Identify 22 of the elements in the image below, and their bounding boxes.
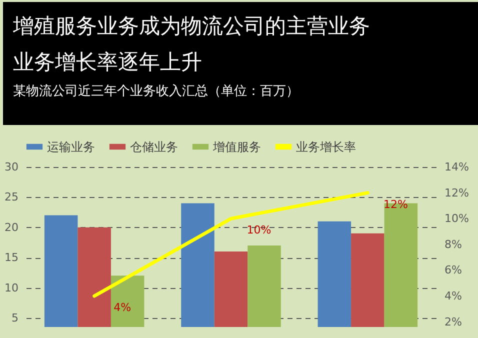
y-tick-label: 20 [4,220,18,234]
legend-label: 运输业务 [47,140,95,154]
y2-tick-label: 10% [444,212,469,226]
legend-label: 仓储业务 [130,140,178,154]
legend-label: 业务增长率 [296,140,356,154]
y2-tick-label: 6% [444,264,462,277]
data-label: 10% [246,224,272,237]
data-label: 12% [383,198,408,211]
y2-tick-label: 8% [444,238,462,251]
chart-title: 增殖服务业务成为物流公司的主营业务业务增长率逐年上升 [13,13,371,76]
y-tick-label: 25 [4,190,18,204]
y2-tick-label: 2% [444,315,462,328]
data-label: 4% [114,301,132,314]
chart-subtitle: 某物流公司近三年个业务收入汇总（单位：百万） [13,83,300,100]
y-tick-label: 30 [4,160,18,174]
y2-tick-label: 14% [444,160,469,174]
legend-label: 增值服务 [212,140,261,154]
y2-tick-label: 12% [444,186,469,200]
y-tick-label: 5 [12,311,18,324]
y-tick-label: 15 [4,251,18,264]
y-tick-label: 10 [4,281,18,294]
y2-tick-label: 4% [444,290,462,303]
